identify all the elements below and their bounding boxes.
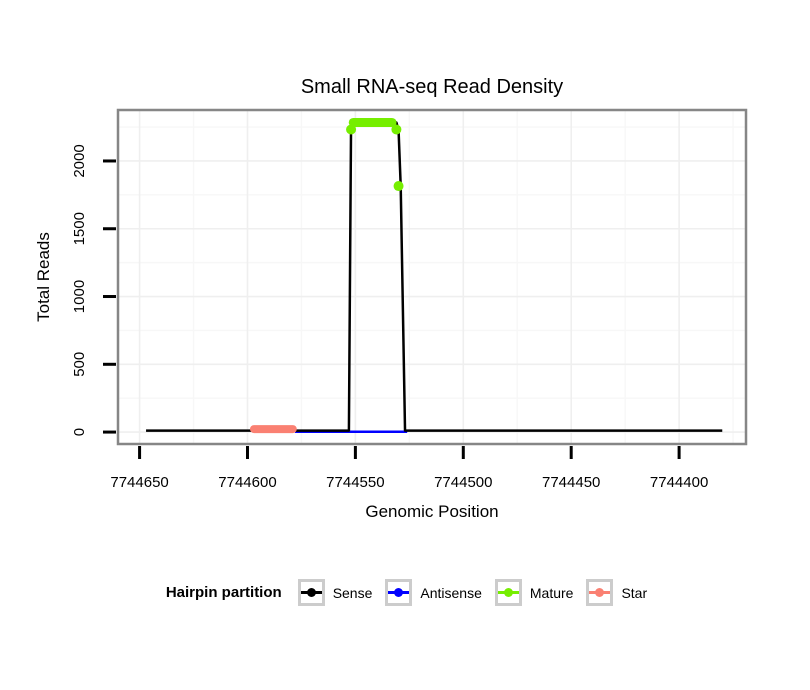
legend-key-antisense bbox=[385, 579, 413, 606]
panel-border bbox=[116, 108, 748, 446]
x-tick-label: 7744550 bbox=[326, 474, 384, 491]
series-mature-point bbox=[346, 124, 357, 135]
series-mature-point bbox=[391, 124, 402, 135]
y-tick-label: 500 bbox=[71, 352, 88, 377]
line-point-icon bbox=[300, 588, 322, 597]
data-series bbox=[146, 117, 723, 434]
legend-label: Antisense bbox=[420, 584, 482, 601]
panel-border-rect bbox=[116, 108, 748, 446]
x-tick-label: 7744650 bbox=[110, 474, 168, 491]
x-tick-label: 7744500 bbox=[434, 474, 492, 491]
series-mature-point bbox=[393, 181, 404, 192]
y-tick-label: 2000 bbox=[71, 144, 88, 177]
y-axis: 0 500 1000 1500 2000 bbox=[71, 144, 116, 436]
legend-item-antisense: Antisense bbox=[385, 579, 482, 606]
legend-label: Mature bbox=[529, 584, 574, 601]
y-axis-title: Total Reads bbox=[34, 232, 53, 322]
legend-title: Hairpin partition bbox=[165, 584, 282, 601]
gridlines bbox=[118, 110, 746, 444]
line-point-icon bbox=[388, 588, 410, 597]
legend-item-mature: Mature bbox=[494, 579, 574, 606]
legend-item-sense: Sense bbox=[297, 579, 373, 606]
plot-panel bbox=[118, 110, 746, 444]
x-tick-label: 7744450 bbox=[542, 474, 600, 491]
y-tick-label: 0 bbox=[71, 428, 88, 436]
x-tick-label: 7744400 bbox=[650, 474, 708, 491]
legend-key-mature bbox=[494, 579, 522, 606]
legend-label: Star bbox=[621, 584, 648, 601]
legend-item-star: Star bbox=[586, 579, 647, 606]
panel-background bbox=[118, 110, 746, 444]
legend-label: Sense bbox=[332, 584, 373, 601]
x-tick-label: 7744600 bbox=[218, 474, 276, 491]
y-tick-label: 1500 bbox=[71, 212, 88, 245]
legend: Hairpin partition Sense Antisense bbox=[8, 579, 810, 606]
x-axis: 7744650 7744600 7744550 7744500 7744450 77444… bbox=[110, 446, 708, 491]
line-point-icon bbox=[497, 588, 519, 597]
legend-key-sense bbox=[297, 579, 325, 606]
x-axis-title: Genomic Position bbox=[365, 502, 498, 521]
y-tick-label: 1000 bbox=[71, 280, 88, 313]
chart-title: Small RNA-seq Read Density bbox=[301, 76, 563, 98]
read-density-chart: Small RNA-seq Read Density 7744650 774460… bbox=[34, 76, 748, 521]
line-point-icon bbox=[589, 588, 611, 597]
legend-key-star bbox=[586, 579, 614, 606]
